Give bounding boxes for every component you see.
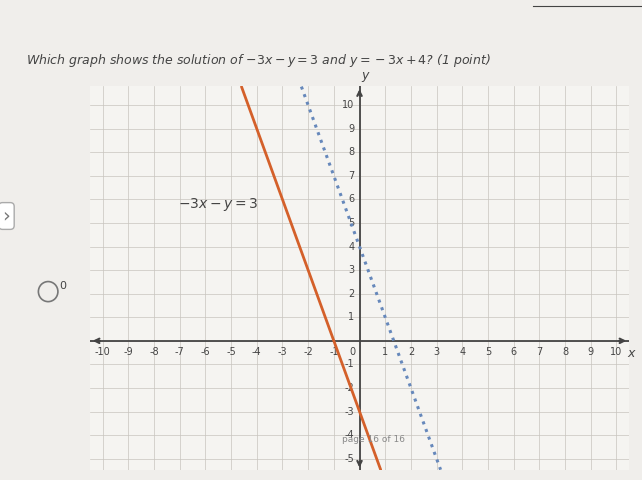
Text: 8: 8 — [348, 147, 354, 157]
Text: 4: 4 — [459, 347, 465, 357]
Text: ›: › — [3, 206, 10, 226]
Text: 3: 3 — [433, 347, 440, 357]
Text: -7: -7 — [175, 347, 185, 357]
Text: 4: 4 — [348, 241, 354, 252]
Text: -2: -2 — [345, 383, 354, 393]
Text: 2: 2 — [348, 288, 354, 299]
Text: 6: 6 — [348, 194, 354, 204]
Text: -4: -4 — [345, 430, 354, 440]
Text: $-3x-y=3$: $-3x-y=3$ — [178, 196, 259, 213]
Text: 6: 6 — [510, 347, 517, 357]
Text: 8: 8 — [562, 347, 568, 357]
Text: Which graph shows the solution of $-3x - y = 3$ and $y = -3x + 4$? (1 point): Which graph shows the solution of $-3x -… — [26, 52, 490, 69]
Text: -9: -9 — [124, 347, 133, 357]
Text: 5: 5 — [485, 347, 491, 357]
Text: $y$: $y$ — [361, 70, 371, 84]
Text: 1: 1 — [348, 312, 354, 322]
Text: 0: 0 — [60, 281, 66, 290]
Text: 5: 5 — [348, 218, 354, 228]
Text: -3: -3 — [345, 407, 354, 417]
Text: -6: -6 — [201, 347, 210, 357]
Text: 1: 1 — [382, 347, 388, 357]
Text: -1: -1 — [329, 347, 338, 357]
Text: -1: -1 — [345, 360, 354, 370]
Text: 9: 9 — [348, 124, 354, 134]
Text: 7: 7 — [536, 347, 542, 357]
Text: -10: -10 — [95, 347, 110, 357]
Text: -8: -8 — [150, 347, 159, 357]
Text: 9: 9 — [587, 347, 594, 357]
Text: -2: -2 — [303, 347, 313, 357]
Text: 0: 0 — [349, 347, 356, 357]
Text: -5: -5 — [345, 454, 354, 464]
Text: $x$: $x$ — [627, 347, 637, 360]
Text: 7: 7 — [348, 171, 354, 181]
Text: 3: 3 — [348, 265, 354, 275]
Text: -5: -5 — [226, 347, 236, 357]
Text: -3: -3 — [278, 347, 287, 357]
Text: page 16 of 16: page 16 of 16 — [342, 435, 405, 444]
Text: 10: 10 — [610, 347, 623, 357]
Text: -4: -4 — [252, 347, 261, 357]
Text: 2: 2 — [408, 347, 414, 357]
Text: 10: 10 — [342, 100, 354, 110]
